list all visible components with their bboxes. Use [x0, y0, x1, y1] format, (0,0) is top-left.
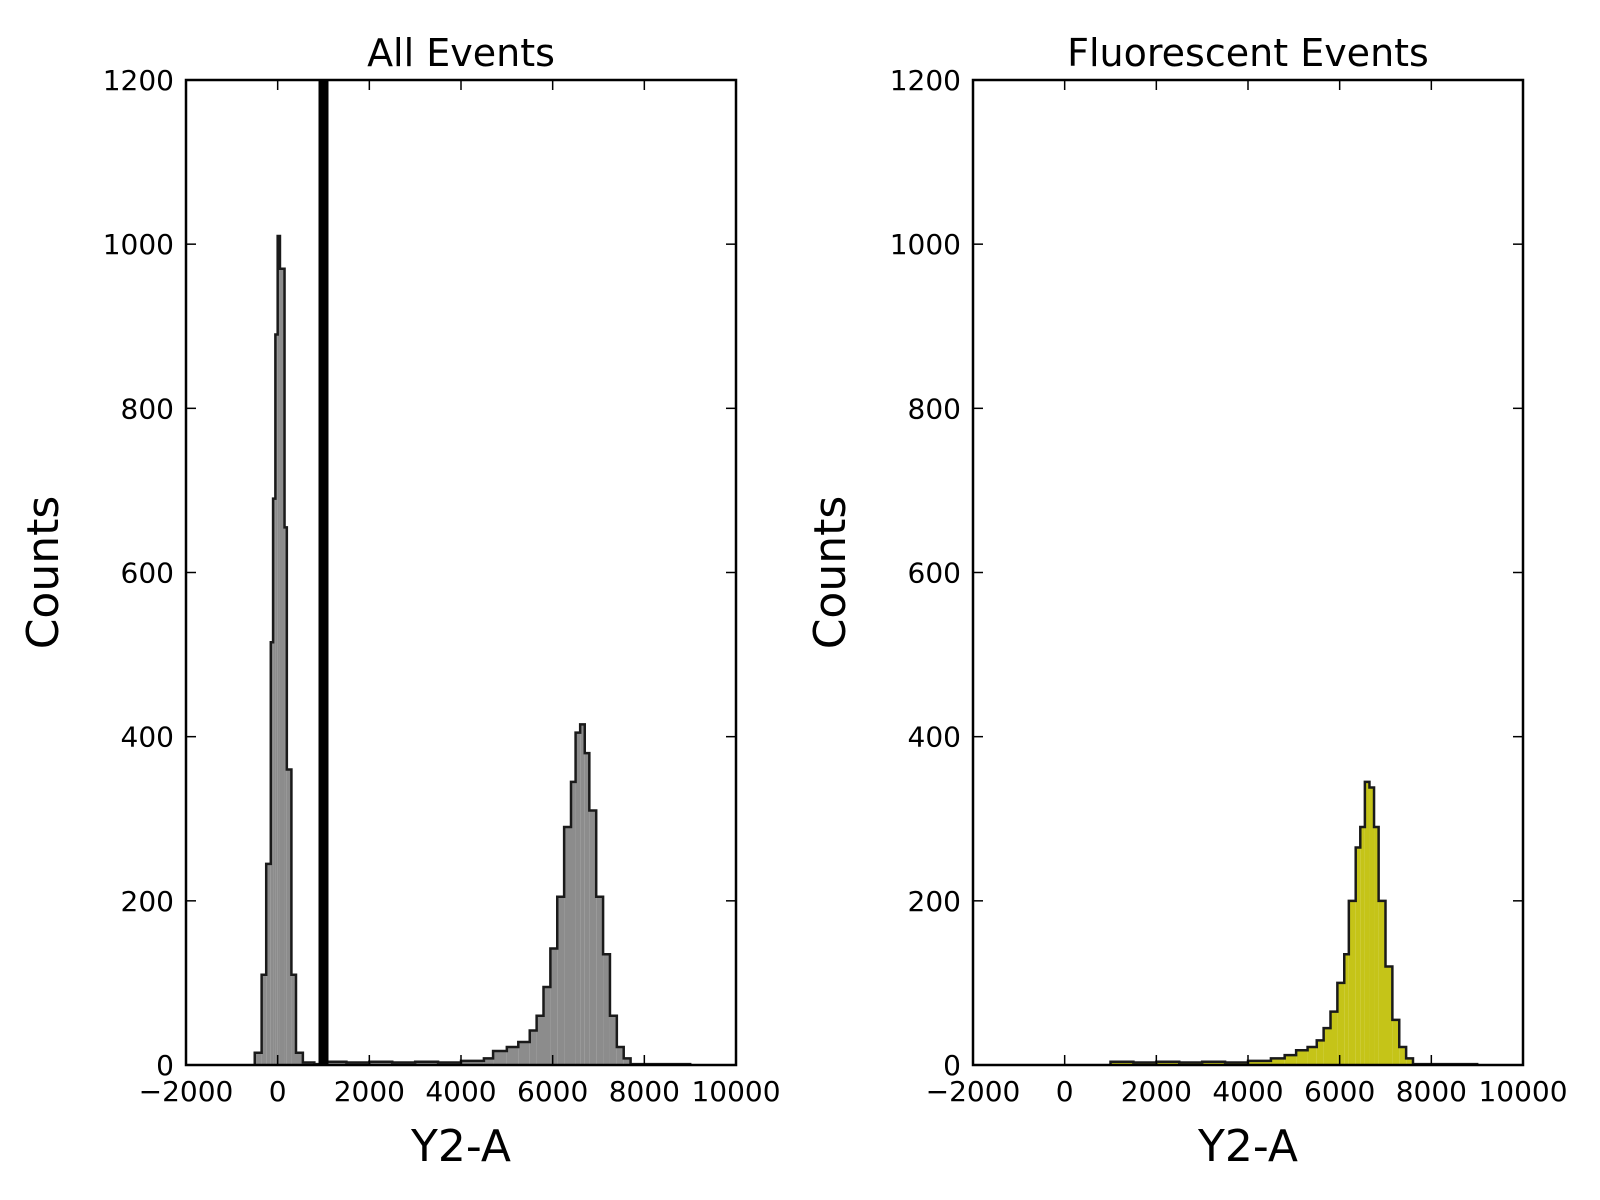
histogram-bar — [550, 948, 558, 1065]
histogram-bar — [1355, 847, 1361, 1065]
histogram-bar — [557, 896, 565, 1065]
histogram-bar — [254, 1052, 262, 1065]
x-tick-label: 10000 — [1478, 1075, 1567, 1108]
x-tick-label: 6000 — [1304, 1075, 1375, 1108]
histogram-bar — [1296, 1050, 1308, 1065]
histogram-bar — [1392, 1019, 1400, 1065]
histogram-bar — [1316, 1040, 1324, 1065]
histogram-bar — [1378, 900, 1386, 1065]
y-tick-label: 1200 — [890, 64, 961, 97]
x-tick-label: 0 — [269, 1075, 287, 1108]
x-tick-label: 6000 — [517, 1075, 588, 1108]
histogram-bar — [266, 863, 271, 1065]
histogram-bar — [284, 527, 287, 1065]
histogram-bar — [571, 781, 576, 1065]
y-tick-label: 400 — [908, 721, 961, 754]
x-tick-label: 2000 — [334, 1075, 405, 1108]
histogram-bar — [1323, 1028, 1331, 1065]
histogram-bar — [461, 1060, 484, 1065]
histogram-bar — [518, 1042, 530, 1065]
histogram-bar — [584, 753, 590, 1065]
y-tick-label: 1200 — [103, 64, 174, 97]
x-tick-label: 2000 — [1121, 1075, 1192, 1108]
histogram-bar — [277, 235, 280, 1066]
plot-frame — [971, 78, 1525, 1067]
histogram-bar — [1307, 1046, 1317, 1065]
histogram-bar — [1344, 954, 1349, 1065]
histogram-bar — [1156, 1061, 1180, 1065]
y-tick-label: 1000 — [890, 228, 961, 261]
histogram-bar — [1399, 1046, 1407, 1065]
histogram-bar — [1369, 787, 1375, 1065]
histogram-bar — [275, 334, 278, 1065]
histogram-outline — [1109, 780, 1479, 1066]
x-tick-label: −2000 — [926, 1075, 1021, 1108]
histogram-bar — [323, 1061, 347, 1065]
x-axis-label: Y2-A — [1197, 1121, 1298, 1172]
chart-title: Fluorescent Events — [1067, 31, 1429, 75]
histogram-bar — [536, 1015, 544, 1065]
histogram-bar — [1202, 1061, 1226, 1065]
histogram-bar — [1330, 1011, 1338, 1065]
y-tick-label: 1000 — [103, 228, 174, 261]
chart-panel-1: −2000 0 2000 4000 6000 8000 100000200400600800… — [18, 31, 781, 1172]
histogram-bar — [1374, 826, 1379, 1065]
histogram-bar — [603, 954, 610, 1065]
histogram-bar — [1385, 966, 1393, 1065]
y-tick-label: 600 — [121, 557, 174, 590]
x-tick-label: 4000 — [425, 1075, 496, 1108]
histogram-bar — [296, 1052, 303, 1065]
x-tick-label: 10000 — [691, 1075, 780, 1108]
histogram-bar — [580, 724, 585, 1065]
histogram-outline — [253, 234, 692, 1066]
x-tick-label: 4000 — [1212, 1075, 1283, 1108]
y-tick-label: 0 — [156, 1049, 174, 1082]
histogram-bar — [623, 1058, 631, 1065]
histogram-bar — [575, 732, 581, 1065]
x-tick-label: −2000 — [139, 1075, 234, 1108]
x-tick-label: 8000 — [1396, 1075, 1467, 1108]
histogram-bar — [279, 268, 285, 1066]
histogram-bar — [616, 1046, 624, 1065]
histogram-bar — [261, 974, 267, 1065]
histogram-bar — [1364, 781, 1370, 1065]
y-axis-label: Counts — [805, 496, 856, 650]
histogram-bar — [596, 896, 604, 1065]
histogram-bar — [1348, 900, 1356, 1065]
histogram-bar — [1248, 1060, 1271, 1065]
histogram-bar — [1270, 1058, 1285, 1065]
y-tick-label: 0 — [943, 1049, 961, 1082]
y-axis-label: Counts — [18, 496, 69, 650]
histogram-bar — [564, 826, 571, 1065]
histogram-bar — [506, 1046, 519, 1065]
x-tick-label: 0 — [1056, 1075, 1074, 1108]
histogram-bar — [1110, 1061, 1134, 1065]
histogram-bar — [1406, 1058, 1413, 1065]
histogram-bar — [286, 769, 292, 1065]
histogram-bar — [369, 1061, 393, 1065]
histogram-bar — [529, 1030, 537, 1065]
chart-title: All Events — [367, 31, 555, 75]
histogram-bar — [1337, 982, 1345, 1065]
y-tick-label: 200 — [908, 885, 961, 918]
histogram-bar — [483, 1058, 494, 1065]
histogram-bar — [291, 974, 296, 1065]
x-axis-label: Y2-A — [410, 1121, 511, 1172]
y-tick-label: 400 — [121, 721, 174, 754]
histogram-bar — [1360, 826, 1365, 1065]
histogram-bar — [415, 1061, 439, 1065]
histogram-bar — [1284, 1055, 1297, 1065]
histogram-bar — [543, 987, 551, 1065]
histogram-bar — [609, 1015, 617, 1065]
histogram-bar — [273, 498, 276, 1065]
y-tick-label: 200 — [121, 885, 174, 918]
y-tick-label: 800 — [121, 392, 174, 425]
y-tick-label: 800 — [908, 392, 961, 425]
x-tick-label: 8000 — [609, 1075, 680, 1108]
histogram-bar — [589, 810, 597, 1065]
histogram-bar — [493, 1051, 507, 1065]
y-tick-label: 600 — [908, 557, 961, 590]
chart-panel-2: −2000 0 2000 4000 6000 8000 100000200400600800… — [805, 31, 1568, 1172]
